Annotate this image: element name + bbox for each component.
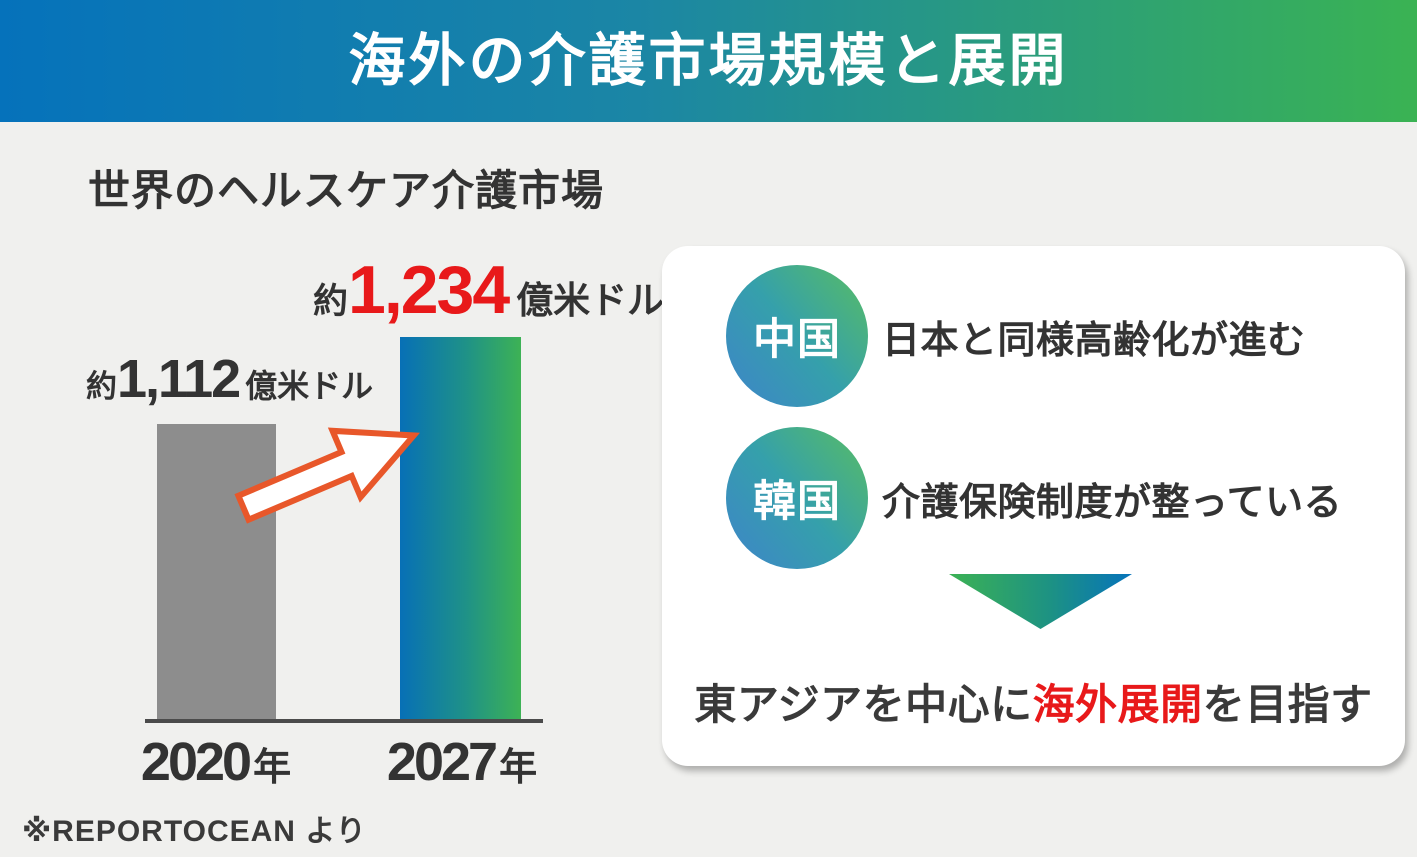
bar-2027: [400, 337, 521, 721]
value-label-2020: 約 1,112 億米ドル: [86, 352, 373, 407]
value-2020: 1,112: [117, 349, 241, 409]
value-label-2027: 約 1,234 億米ドル: [313, 256, 664, 324]
header-banner: 海外の介護市場規模と展開: [0, 0, 1417, 122]
value-unit-2020: 億米ドル: [245, 368, 374, 404]
conclusion-highlight: 海外展開: [1032, 681, 1203, 728]
x-axis-line: [145, 719, 543, 723]
approx-prefix: 約: [86, 369, 117, 404]
value-2027: 1,234: [348, 252, 510, 328]
year-2020-text: 2020: [140, 732, 252, 792]
source-note: ※REPORTOCEAN より: [22, 815, 367, 848]
bar-2020: [157, 424, 276, 721]
chart-title: 世界のヘルスケア介護市場: [88, 167, 605, 214]
conclusion-text: 東アジアを中心に海外展開を目指す: [662, 671, 1405, 732]
conclusion-suffix: を目指す: [1202, 681, 1373, 728]
value-unit-2027: 億米ドル: [516, 280, 665, 321]
expansion-panel-card: 中国 日本と同様高齢化が進む 韓国 介護保険制度が整っている 東アジアを中心に海…: [662, 246, 1405, 766]
axis-label-2027: 2027 年: [387, 735, 537, 791]
axis-label-2020: 2020 年: [141, 735, 291, 791]
country-badge-korea: 韓国: [726, 427, 868, 569]
country-row-korea: 韓国 介護保険制度が整っている: [726, 427, 1342, 569]
year-2027-text: 2027: [386, 732, 498, 792]
page-title: 海外の介護市場規模と展開: [348, 28, 1069, 93]
conclusion-prefix: 東アジアを中心に: [694, 681, 1033, 728]
country-badge-china: 中国: [726, 265, 868, 407]
country-desc-korea: 介護保険制度が整っている: [882, 481, 1343, 524]
down-arrow-icon: [949, 574, 1132, 629]
year-2027-suffix: 年: [499, 747, 538, 789]
country-row-china: 中国 日本と同様高齢化が進む: [726, 265, 1306, 407]
approx-prefix: 約: [313, 282, 349, 321]
country-name-china: 中国: [753, 316, 841, 364]
country-name-korea: 韓国: [753, 478, 841, 526]
growth-arrow-icon: [234, 427, 421, 524]
year-2020-suffix: 年: [253, 747, 292, 789]
country-desc-china: 日本と同様高齢化が進む: [882, 319, 1306, 362]
